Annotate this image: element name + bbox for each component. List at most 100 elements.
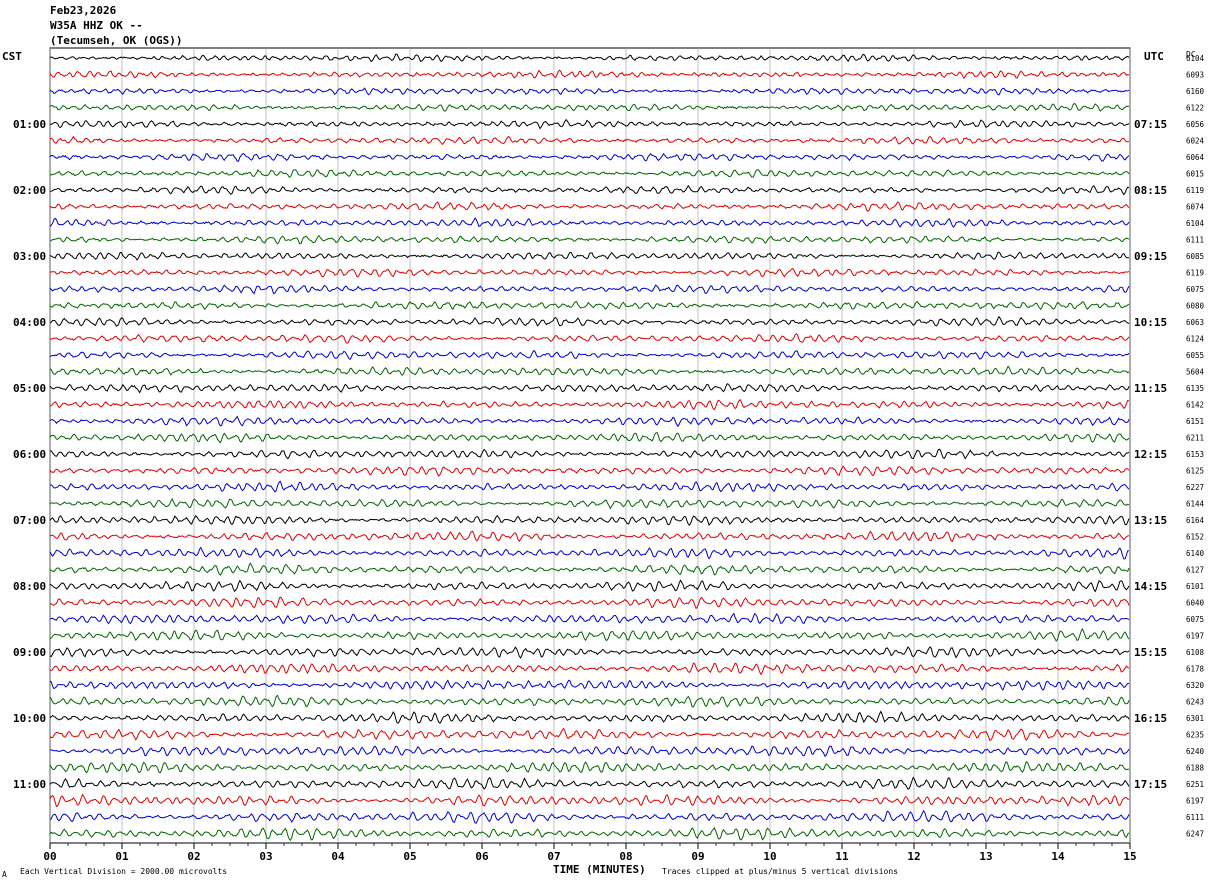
station-location: (Tecumseh, OK (OGS)) (50, 34, 183, 47)
seismic-trace-48 (49, 826, 1130, 842)
dc-offset-label: 6056 (1186, 120, 1205, 129)
seismic-trace-36 (49, 627, 1130, 642)
seismic-trace-40 (49, 694, 1130, 708)
seismic-trace-1 (49, 53, 1130, 63)
right-timezone-label: UTC (1144, 50, 1164, 63)
dc-offset-label: 6160 (1186, 87, 1205, 96)
dc-offset-label: 6075 (1186, 285, 1204, 294)
dc-header-label: DC (1186, 50, 1196, 59)
dc-offset-label: 6111 (1186, 236, 1204, 245)
seismic-trace-35 (49, 612, 1130, 625)
dc-offset-label: 6197 (1186, 797, 1204, 806)
seismic-trace-33 (49, 579, 1130, 593)
seismic-trace-6 (49, 135, 1130, 146)
dc-offset-label: 6064 (1186, 153, 1205, 162)
seismic-trace-21 (49, 383, 1130, 394)
x-tick-label: 11 (835, 850, 849, 863)
dc-offset-label: 6125 (1186, 467, 1204, 476)
cst-hour-label: 03:00 (13, 250, 46, 263)
x-tick-label: 01 (115, 850, 129, 863)
x-tick-label: 13 (979, 850, 992, 863)
utc-hour-label: 12:15 (1134, 448, 1167, 461)
dc-offset-label: 6140 (1186, 549, 1205, 558)
seismic-trace-28 (49, 497, 1130, 510)
dc-offset-label: 6152 (1186, 533, 1204, 542)
seismic-trace-30 (49, 530, 1130, 543)
seismic-trace-17 (49, 315, 1130, 327)
cst-hour-label: 10:00 (13, 712, 46, 725)
utc-hour-label: 13:15 (1134, 514, 1167, 527)
cst-hour-label: 06:00 (13, 448, 46, 461)
x-tick-label: 02 (187, 850, 200, 863)
dc-offset-label: 6251 (1186, 780, 1204, 789)
seismic-trace-10 (49, 201, 1130, 212)
dc-offset-label: 6153 (1186, 450, 1204, 459)
x-tick-label: 05 (403, 850, 416, 863)
dc-offset-label: 6240 (1186, 747, 1205, 756)
x-tick-label: 03 (259, 850, 272, 863)
utc-hour-label: 08:15 (1134, 184, 1167, 197)
seismic-trace-4 (49, 102, 1130, 112)
dc-offset-label: 5604 (1186, 368, 1205, 377)
dc-offset-label: 6197 (1186, 632, 1204, 641)
seismic-trace-9 (49, 184, 1130, 196)
x-tick-label: 06 (475, 850, 489, 863)
seismic-trace-16 (49, 300, 1130, 311)
vertical-scale-note: Each Vertical Division = 2000.00 microvo… (20, 867, 228, 876)
seismic-trace-15 (49, 284, 1130, 295)
seismic-trace-14 (49, 267, 1130, 278)
dc-offset-label: 6320 (1186, 681, 1205, 690)
seismic-trace-5 (49, 118, 1130, 130)
plot-frame (49, 47, 1131, 844)
dc-offset-label: 6101 (1186, 582, 1204, 591)
dc-offset-label: 6119 (1186, 269, 1204, 278)
dc-offset-label: 6119 (1186, 186, 1204, 195)
seismic-trace-20 (49, 365, 1130, 377)
dc-offset-label: 6235 (1186, 731, 1204, 740)
utc-hour-label: 15:15 (1134, 646, 1167, 659)
record-date: Feb23,2026 (50, 4, 117, 17)
utc-hour-label: 11:15 (1134, 382, 1167, 395)
utc-hour-label: 10:15 (1134, 316, 1167, 329)
dc-offset-label: 6093 (1186, 71, 1204, 80)
dc-offset-label: 6104 (1186, 219, 1205, 228)
x-tick-label: 00 (43, 850, 56, 863)
x-tick-label: 09 (691, 850, 704, 863)
seismic-trace-7 (49, 152, 1130, 162)
seismic-trace-22 (49, 398, 1130, 411)
x-tick-label: 07 (547, 850, 560, 863)
cst-hour-label: 05:00 (13, 382, 46, 395)
dc-offset-label: 6151 (1186, 417, 1204, 426)
seismic-trace-13 (49, 251, 1130, 261)
x-tick-label: 15 (1123, 850, 1136, 863)
dc-offset-label: 6074 (1186, 203, 1205, 212)
seismic-trace-12 (49, 234, 1130, 245)
dc-offset-label: 6144 (1186, 500, 1205, 509)
corner-mark: A (2, 870, 7, 879)
dc-offset-label: 6142 (1186, 401, 1204, 410)
dc-offset-label: 6122 (1186, 104, 1204, 113)
x-tick-label: 08 (619, 850, 632, 863)
seismic-trace-47 (49, 809, 1130, 824)
seismic-trace-24 (49, 432, 1130, 444)
seismic-trace-27 (49, 480, 1130, 493)
dc-offset-label: 6243 (1186, 698, 1204, 707)
seismic-trace-45 (49, 776, 1130, 790)
dc-offset-label: 6024 (1186, 137, 1205, 146)
dc-offset-label: 6080 (1186, 302, 1205, 311)
x-tick-label: 14 (1051, 850, 1065, 863)
seismic-trace-29 (49, 514, 1130, 526)
seismic-trace-38 (49, 662, 1130, 676)
seismic-trace-3 (49, 87, 1130, 96)
utc-hour-label: 17:15 (1134, 778, 1167, 791)
dc-offset-label: 6040 (1186, 599, 1205, 608)
seismic-trace-2 (49, 69, 1130, 80)
dc-offset-label: 6104 (1186, 54, 1205, 63)
seismic-trace-11 (49, 217, 1130, 228)
dc-offset-label: 6124 (1186, 335, 1205, 344)
cst-hour-label: 09:00 (13, 646, 46, 659)
seismic-trace-34 (49, 596, 1130, 610)
utc-hour-label: 07:15 (1134, 118, 1167, 131)
cst-hour-label: 11:00 (13, 778, 46, 791)
